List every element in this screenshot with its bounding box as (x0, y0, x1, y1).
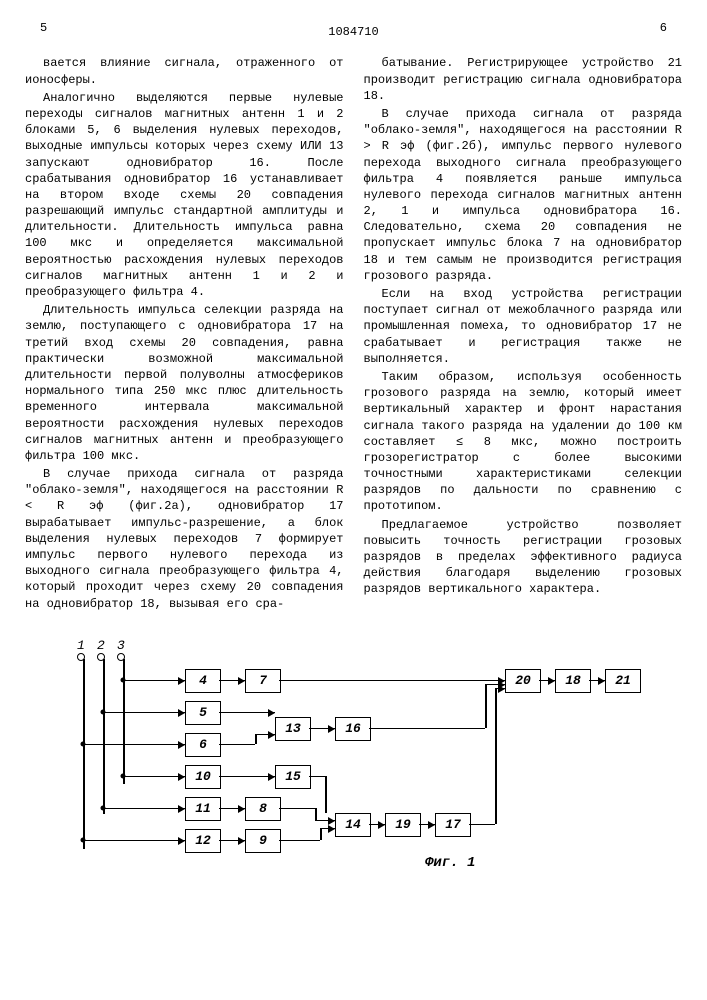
block-7: 7 (245, 669, 281, 693)
paragraph: В случае прихода сигнала от разряда "обл… (25, 466, 344, 612)
block-14: 14 (335, 813, 371, 837)
block-6: 6 (185, 733, 221, 757)
input-label: 3 (117, 637, 125, 655)
paragraph: Аналогично выделяются первые нулевые пер… (25, 90, 344, 300)
page-col-right: 6 (660, 20, 667, 36)
block-19: 19 (385, 813, 421, 837)
text-columns: вается влияние сигнала, отраженного от и… (25, 55, 682, 613)
paragraph: В случае прихода сигнала от разряда "обл… (364, 106, 683, 284)
input-label: 1 (77, 637, 85, 655)
block-9: 9 (245, 829, 281, 853)
block-13: 13 (275, 717, 311, 741)
input-label: 2 (97, 637, 105, 655)
block-21: 21 (605, 669, 641, 693)
block-5: 5 (185, 701, 221, 725)
paragraph: Длительность импульса селекции разряда н… (25, 302, 344, 464)
figure-label: Фиг. 1 (425, 854, 475, 873)
block-11: 11 (185, 797, 221, 821)
right-column: батывание. Регистрирующее устройство 21 … (364, 55, 683, 613)
paragraph: Таким образом, используя особенность гро… (364, 369, 683, 515)
page-col-left: 5 (40, 20, 47, 36)
block-20: 20 (505, 669, 541, 693)
block-4: 4 (185, 669, 221, 693)
paragraph: Если на вход устройства регистрации пост… (364, 286, 683, 367)
block-18: 18 (555, 669, 591, 693)
paragraph: батывание. Регистрирующее устройство 21 … (364, 55, 683, 104)
block-8: 8 (245, 797, 281, 821)
left-column: вается влияние сигнала, отраженного от и… (25, 55, 344, 613)
paragraph: вается влияние сигнала, отраженного от и… (25, 55, 344, 87)
block-12: 12 (185, 829, 221, 853)
document-number: 1084710 (25, 24, 682, 40)
block-10: 10 (185, 765, 221, 789)
block-17: 17 (435, 813, 471, 837)
block-16: 16 (335, 717, 371, 741)
block-diagram: Фиг. 1 123475613161015118129141917201821 (25, 639, 682, 919)
block-15: 15 (275, 765, 311, 789)
paragraph: Предлагаемое устройство позволяет повыси… (364, 517, 683, 598)
